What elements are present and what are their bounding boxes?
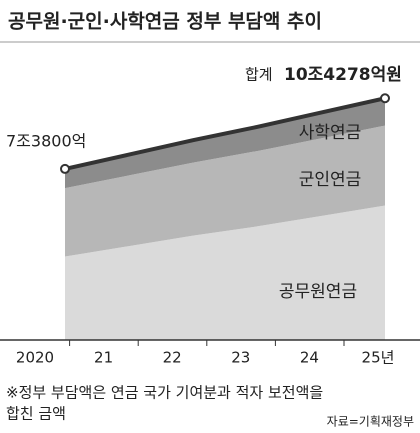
area	[65, 125, 385, 257]
x-tick-label: 25년	[362, 349, 395, 367]
series-label: 공무원연금	[279, 282, 357, 302]
x-tick-label: 21	[94, 349, 113, 367]
source: 자료=기획재정부	[327, 415, 414, 429]
note-line: 합친 금액	[6, 405, 66, 423]
area	[65, 205, 385, 340]
total-line	[64, 96, 386, 171]
area	[65, 98, 385, 189]
x-tick-label: 2020	[16, 349, 54, 367]
x-tick-label: 22	[163, 349, 182, 367]
end-dot	[60, 163, 70, 174]
chart-title: 공무원·군인·사학연금 정부 부담액 추이	[8, 11, 322, 33]
x-tick-label: 24	[300, 349, 319, 367]
end-annotation-prefix: 합계	[245, 66, 273, 84]
end-dot	[380, 93, 390, 104]
note-line: ※정부 부담액은 연금 국가 기여분과 적자 보전액을	[6, 384, 323, 402]
x-tick-label: 23	[231, 349, 250, 367]
start-annotation: 7조3800억	[6, 132, 86, 151]
series-label: 군인연금	[299, 170, 362, 190]
series-label: 사학연금	[299, 123, 362, 143]
end-annotation: 10조4278억원	[284, 65, 402, 85]
